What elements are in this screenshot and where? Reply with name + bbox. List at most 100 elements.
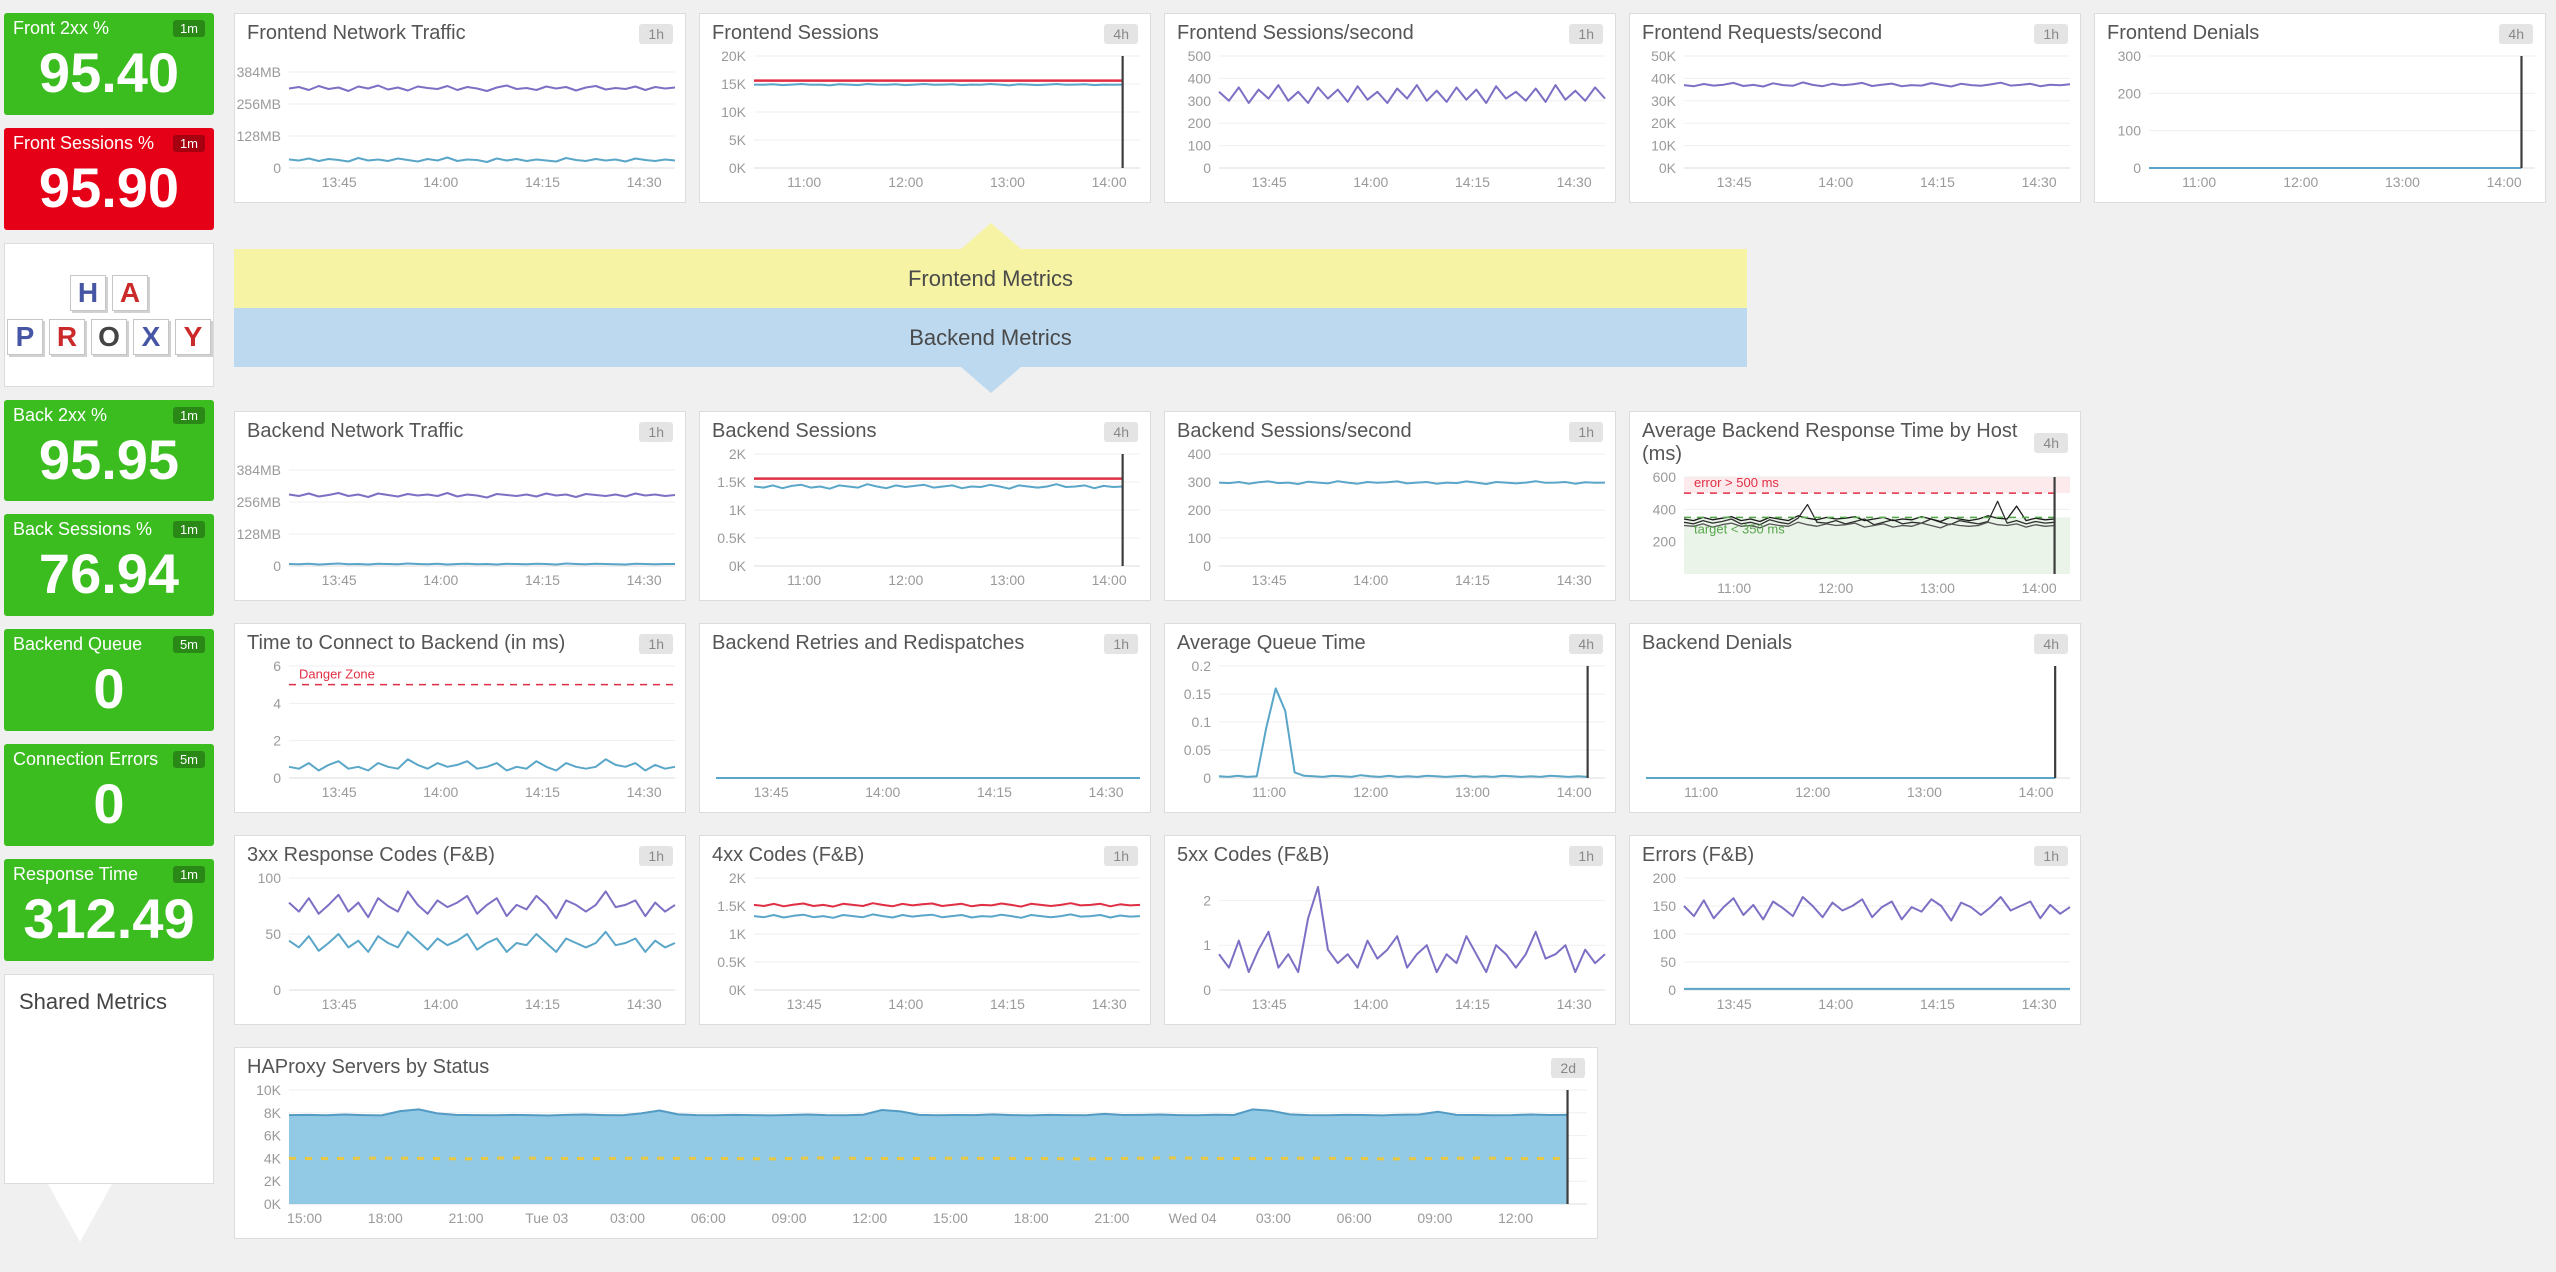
chart-5xx-codes[interactable]: 0 1 2 13:45 14:00 14:15 14:30 (1165, 870, 1615, 1016)
time-range-badge: 1h (2034, 23, 2068, 44)
time-range-badge: 1h (1569, 23, 1603, 44)
panel-title[interactable]: Average Queue Time (1177, 632, 1366, 654)
panel-title[interactable]: Errors (F&B) (1642, 844, 1755, 866)
panel-title[interactable]: Time to Connect to Backend (in ms) (247, 632, 566, 654)
panel-frontend-denials: Frontend Denials 4h 0 100 200 300 11:00 12:00… (2094, 13, 2546, 203)
svg-text:13:00: 13:00 (990, 174, 1025, 190)
svg-text:14:00: 14:00 (1353, 572, 1388, 588)
svg-text:error > 500 ms: error > 500 ms (1694, 475, 1779, 490)
svg-text:1: 1 (1203, 937, 1211, 953)
svg-text:5K: 5K (729, 132, 747, 148)
panel-title[interactable]: 5xx Codes (F&B) (1177, 844, 1330, 866)
backend-metrics-label: Backend Metrics (909, 324, 1072, 350)
frontend-charts-row: Frontend Network Traffic 1h 0 128MB 256MB 3… (234, 13, 2552, 203)
svg-text:13:00: 13:00 (1920, 580, 1955, 596)
panel-title[interactable]: Backend Sessions/second (1177, 420, 1412, 442)
stat-label: Back 2xx % (13, 404, 108, 425)
chart-frontend-requests-second[interactable]: 0K 10K 20K 30K 40K 50K 13:45 14:00 14:15 14:30 (1630, 48, 2080, 194)
backend-metrics-banner: Backend Metrics (234, 308, 1747, 367)
panel-title[interactable]: Frontend Requests/second (1642, 22, 1883, 44)
svg-text:12:00: 12:00 (852, 1210, 887, 1226)
chart-servers-by-status[interactable]: 0K 2K 4K 6K 8K 10K 15:00 18:00 21:00 Tue 03 03:00 0… (235, 1082, 1597, 1230)
svg-text:14:00: 14:00 (423, 572, 458, 588)
svg-text:0: 0 (273, 160, 281, 176)
panel-title[interactable]: 3xx Response Codes (F&B) (247, 844, 495, 866)
panel-title[interactable]: Average Backend Response Time by Host (m… (1642, 420, 2018, 465)
chart-backend-response-time[interactable]: 200 400 600 11:00 12:00 13:00 14:00 error > 500… (1630, 469, 2080, 605)
svg-text:0: 0 (2133, 160, 2141, 176)
panel-title[interactable]: Frontend Denials (2107, 22, 2260, 44)
chart-average-queue-time[interactable]: 0 0.05 0.1 0.15 0.2 11:00 12:00 13:00 14:00 (1165, 658, 1615, 804)
logo-letter: Y (175, 318, 211, 355)
panel-title[interactable]: Frontend Sessions/second (1177, 22, 1414, 44)
svg-text:50: 50 (1660, 954, 1676, 970)
chart-backend-denials[interactable]: 11:00 12:00 13:00 14:00 (1630, 658, 2080, 804)
panel-title[interactable]: HAProxy Servers by Status (247, 1056, 490, 1078)
svg-text:06:00: 06:00 (1337, 1210, 1372, 1226)
time-range-badge: 1h (639, 421, 673, 442)
svg-text:14:00: 14:00 (1353, 174, 1388, 190)
time-range-badge: 4h (2034, 633, 2068, 654)
svg-text:300: 300 (2118, 48, 2142, 64)
haproxy-logo-row-top: H A (5, 274, 213, 311)
time-range-badge: 1h (1104, 845, 1138, 866)
panel-title[interactable]: Backend Sessions (712, 420, 877, 442)
svg-text:14:00: 14:00 (2487, 174, 2522, 190)
chart-frontend-denials[interactable]: 0 100 200 300 11:00 12:00 13:00 14:00 (2095, 48, 2545, 194)
chart-frontend-sessions-second[interactable]: 0 100 200 300 400 500 13:45 14:00 14:15 14:30 (1165, 48, 1615, 194)
svg-text:Tue 03: Tue 03 (525, 1210, 568, 1226)
svg-text:14:00: 14:00 (423, 784, 458, 800)
stat-label: Connection Errors (13, 748, 159, 769)
svg-text:4: 4 (273, 695, 281, 711)
chart-backend-sessions-second[interactable]: 0 100 200 300 400 13:45 14:00 14:15 14:30 (1165, 446, 1615, 592)
svg-text:14:15: 14:15 (525, 174, 560, 190)
panel-title[interactable]: Frontend Network Traffic (247, 22, 466, 44)
chart-backend-retries[interactable]: 13:45 14:00 14:15 14:30 (700, 658, 1150, 804)
stat-interval-badge: 1m (172, 865, 205, 883)
svg-text:400: 400 (1188, 70, 1212, 86)
chart-backend-sessions[interactable]: 0K 0.5K 1K 1.5K 2K 11:00 12:00 13:00 14:00 (700, 446, 1150, 592)
chart-3xx-codes[interactable]: 0 50 100 13:45 14:00 14:15 14:30 (235, 870, 685, 1016)
chart-backend-network-traffic[interactable]: 0 128MB 256MB 384MB 13:45 14:00 14:15 14:30 (235, 446, 685, 592)
panel-title[interactable]: Backend Network Traffic (247, 420, 464, 442)
stat-label: Front Sessions % (13, 132, 155, 153)
svg-text:0K: 0K (1659, 160, 1677, 176)
chart-frontend-network-traffic[interactable]: 0 128MB 256MB 384MB 13:45 14:00 14:15 14:30 (235, 48, 685, 194)
panel-errors-fb: Errors (F&B) 1h 0 50 100 150 200 13:45 14:00 14… (1629, 835, 2081, 1025)
svg-text:Wed 04: Wed 04 (1169, 1210, 1217, 1226)
logo-letter: A (112, 274, 148, 311)
panel-4xx-codes: 4xx Codes (F&B) 1h 0K 0.5K 1K 1.5K 2K 13:45 14… (699, 835, 1151, 1025)
svg-text:0K: 0K (729, 160, 747, 176)
svg-text:11:00: 11:00 (787, 174, 821, 190)
panel-frontend-requests-second: Frontend Requests/second 1h 0K 10K 20K 30K 4… (1629, 13, 2081, 203)
svg-text:0K: 0K (729, 558, 747, 574)
svg-text:128MB: 128MB (237, 526, 281, 542)
svg-text:200: 200 (1653, 870, 1677, 886)
panel-frontend-network-traffic: Frontend Network Traffic 1h 0 128MB 256MB 3… (234, 13, 686, 203)
panel-5xx-codes: 5xx Codes (F&B) 1h 0 1 2 13:45 14:00 14:15 14:… (1164, 835, 1616, 1025)
svg-text:11:00: 11:00 (1717, 580, 1751, 596)
chart-4xx-codes[interactable]: 0K 0.5K 1K 1.5K 2K 13:45 14:00 14:15 14:30 (700, 870, 1150, 1016)
chart-frontend-sessions[interactable]: 0K 5K 10K 15K 20K 11:00 12:00 13:00 14:00 (700, 48, 1150, 194)
svg-text:13:45: 13:45 (1717, 996, 1752, 1012)
svg-text:11:00: 11:00 (2182, 174, 2216, 190)
panel-title[interactable]: Backend Denials (1642, 632, 1793, 654)
svg-text:200: 200 (2118, 85, 2142, 101)
svg-text:14:00: 14:00 (1092, 174, 1127, 190)
svg-text:30K: 30K (1651, 93, 1677, 109)
svg-text:20K: 20K (721, 48, 747, 64)
chart-time-to-connect[interactable]: 0 2 4 6 13:45 14:00 14:15 14:30 Danger Zone (235, 658, 685, 804)
panel-title[interactable]: Frontend Sessions (712, 22, 879, 44)
chart-errors-fb[interactable]: 0 50 100 150 200 13:45 14:00 14:15 14:30 (1630, 870, 2080, 1016)
time-range-badge: 1h (639, 845, 673, 866)
svg-text:13:45: 13:45 (322, 784, 357, 800)
time-range-badge: 1h (1104, 633, 1138, 654)
panel-title[interactable]: Backend Retries and Redispatches (712, 632, 1025, 654)
svg-text:14:15: 14:15 (1455, 996, 1490, 1012)
stat-interval-badge: 1m (172, 134, 205, 152)
panel-title[interactable]: 4xx Codes (F&B) (712, 844, 865, 866)
svg-text:12:00: 12:00 (1818, 580, 1853, 596)
svg-text:256MB: 256MB (237, 494, 281, 510)
svg-text:256MB: 256MB (237, 96, 281, 112)
